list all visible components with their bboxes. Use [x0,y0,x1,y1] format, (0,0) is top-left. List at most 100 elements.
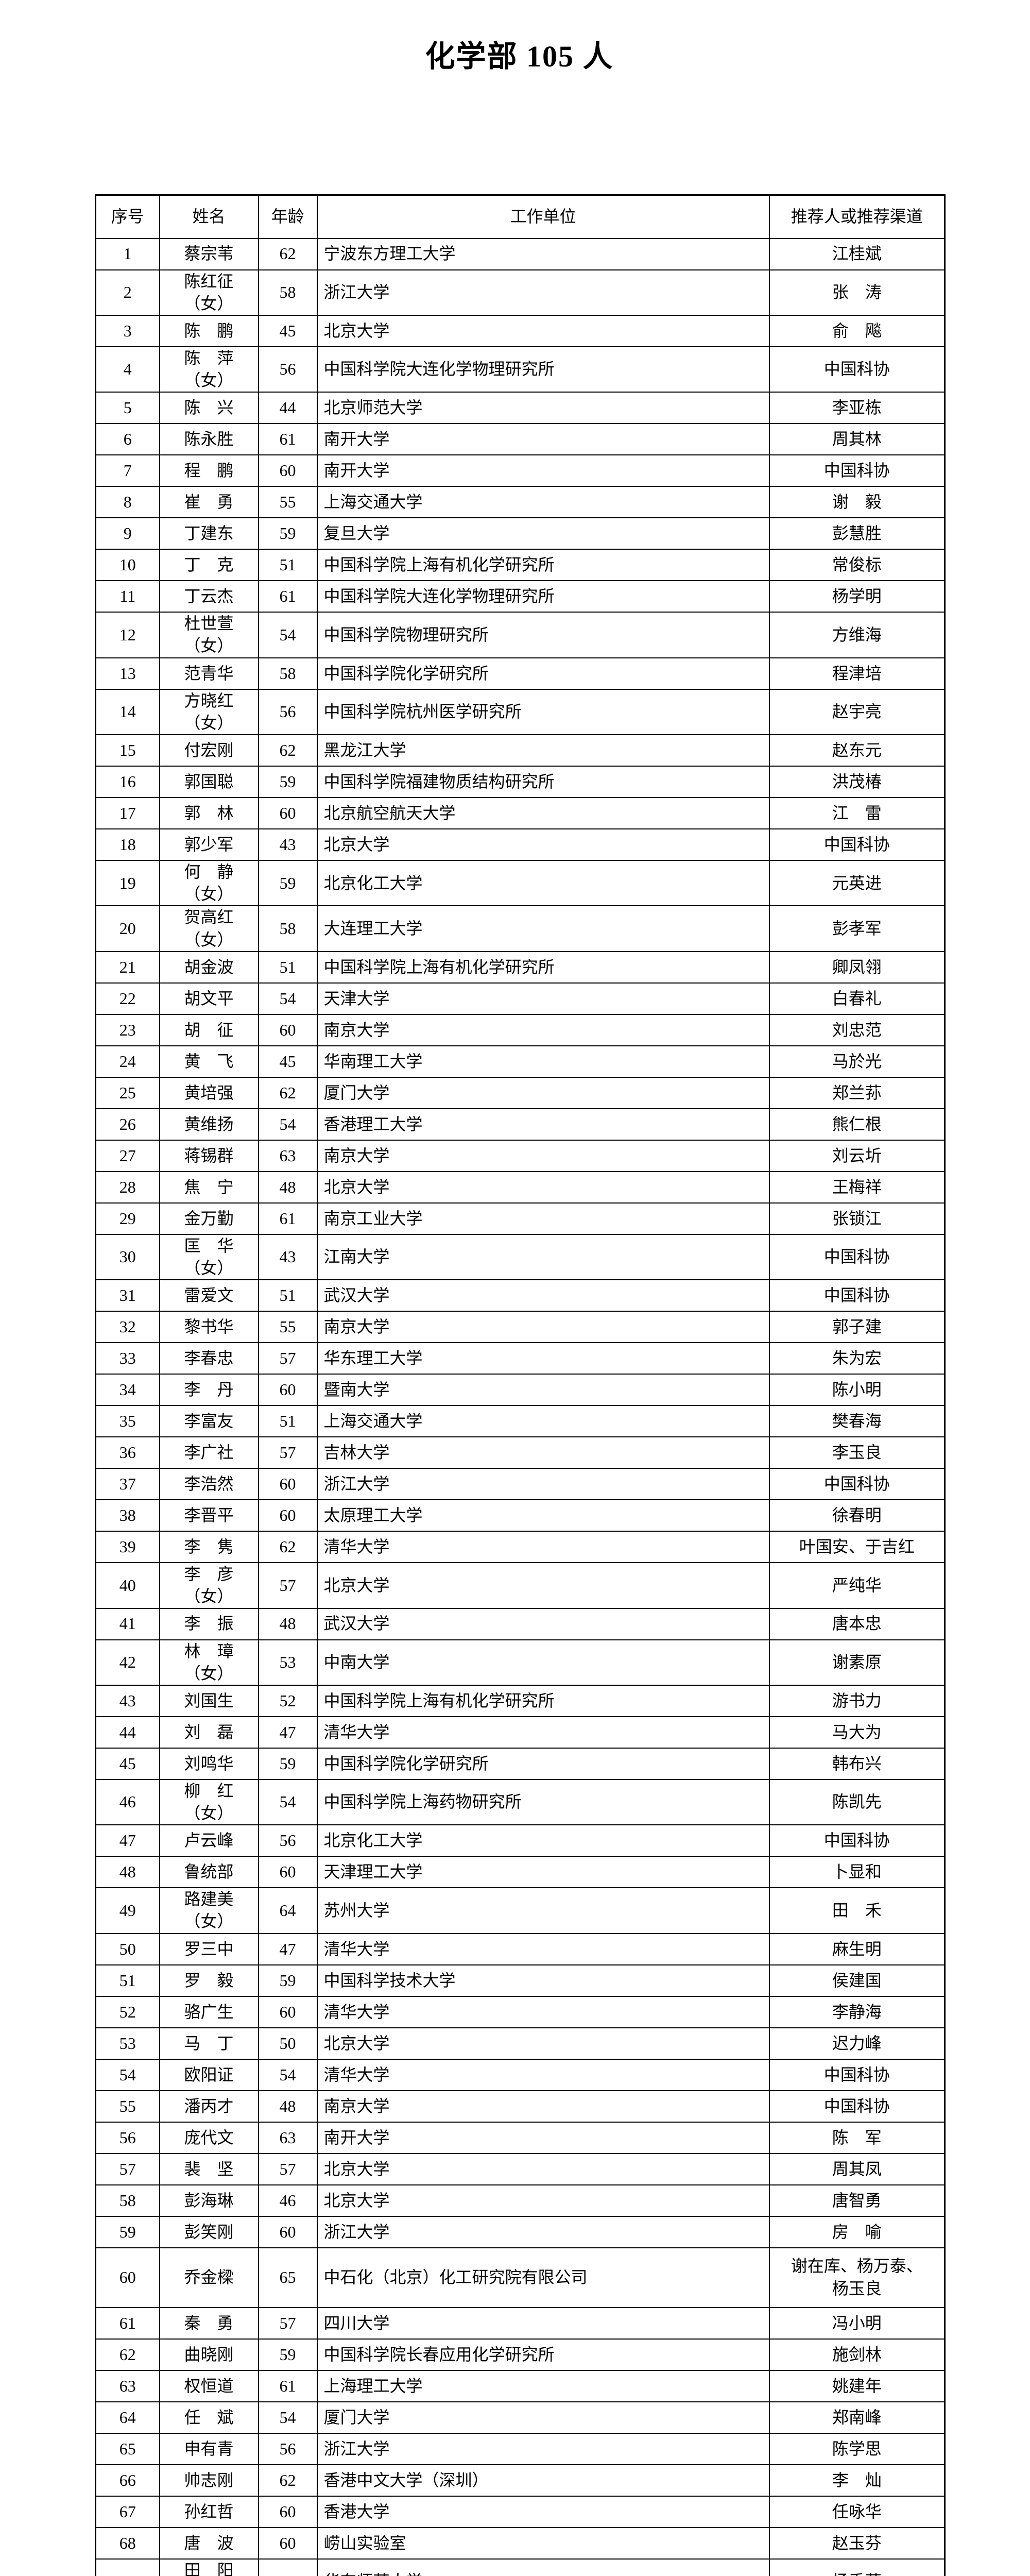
cell-no: 44 [95,1716,160,1749]
cell-recommender: 李亚栋 [768,392,946,425]
candidate-name: 匡 华 [184,1236,234,1255]
cell-name: 马 丁 [159,2027,259,2060]
cell-name: 骆广生 [159,1995,259,2028]
cell-name: 柳 红 （女） [159,1778,259,1826]
cell-unit: 浙江大学 [316,1468,770,1501]
candidate-name: 陈 萍 [184,348,234,367]
cell-unit: 清华大学 [316,1933,770,1965]
cell-no: 29 [95,1202,160,1235]
cell-unit: 中国科学院物理研究所 [316,612,770,658]
cell-age: 55 [258,486,318,519]
table-row: 41 李 振 48 武汉大学 唐本忠 [95,1607,946,1640]
cell-name: 黄 飞 [159,1045,259,1078]
table-row: 59 彭笑刚 60 浙江大学 房 喻 [95,2215,946,2248]
cell-age: 51 [258,1405,318,1438]
cell-unit: 中国科学院上海药物研究所 [316,1778,770,1826]
candidate-name: 李浩然 [184,1475,234,1494]
cell-recommender: 姚建年 [768,2369,946,2402]
table-row: 33 李春忠 57 华东理工大学 朱为宏 [95,1342,946,1375]
table-row: 8 崔 勇 55 上海交通大学 谢 毅 [95,486,946,519]
candidate-name: 刘 磊 [184,1722,234,1741]
cell-recommender: 彭慧胜 [768,517,946,550]
candidate-name: 黎书华 [184,1317,234,1336]
cell-unit: 北京化工大学 [316,859,770,907]
cell-no: 3 [95,314,160,347]
gender-note: （女） [184,371,234,390]
candidate-name: 陈 兴 [184,398,234,417]
cell-unit: 中国科学技术大学 [316,1964,770,1997]
cell-no: 8 [95,486,160,519]
candidate-name: 骆广生 [184,2002,234,2021]
cell-recommender: 施剑林 [768,2338,946,2371]
cell-unit: 上海理工大学 [316,2369,770,2402]
cell-recommender: 刘忠范 [768,1013,946,1046]
candidate-name: 陈 鹏 [184,321,234,340]
cell-name: 刘国生 [159,1684,259,1717]
table-row: 29 金万勤 61 南京工业大学 张锁江 [95,1202,946,1235]
cell-name: 黄培强 [159,1076,259,1109]
cell-name: 郭国聪 [159,766,259,798]
cell-recommender: 迟力峰 [768,2027,946,2060]
cell-no: 63 [95,2369,160,2402]
cell-name: 蒋锡群 [159,1139,259,1172]
cell-age: 45 [258,314,318,347]
table-row: 18 郭少军 43 北京大学 中国科协 [95,828,946,861]
cell-name: 李春忠 [159,1342,259,1375]
cell-age: 61 [258,2369,318,2402]
cell-age: 60 [258,2215,318,2248]
candidate-name: 任 斌 [184,2408,234,2427]
candidate-name: 丁 克 [184,555,234,574]
cell-no: 65 [95,2432,160,2465]
cell-recommender: 马於光 [768,1045,946,1078]
cell-unit: 中国科学院福建物质结构研究所 [316,766,770,798]
cell-age: 58 [258,905,318,952]
table-row: 34 李 丹 60 暨南大学 陈小明 [95,1374,946,1406]
candidate-name: 金万勤 [184,1209,234,1228]
cell-unit: 北京大学 [316,314,770,347]
cell-recommender: 卜显和 [768,1856,946,1889]
cell-recommender: 中国科协 [768,1824,946,1857]
cell-age: 54 [258,2058,318,2091]
cell-name: 胡 征 [159,1013,259,1046]
cell-name: 胡金波 [159,951,259,984]
candidate-name: 李 彦 [184,1565,234,1584]
cell-name: 李浩然 [159,1468,259,1501]
table-row: 7 程 鹏 60 南开大学 中国科协 [95,454,946,487]
cell-no: 19 [95,859,160,907]
cell-age: 56 [258,2558,318,2576]
candidate-name: 方晓红 [184,691,234,710]
cell-name: 丁建东 [159,517,259,550]
table-row: 39 李 隽 62 清华大学 叶国安、于吉红 [95,1531,946,1564]
candidate-name: 罗 毅 [184,1971,234,1990]
cell-no: 12 [95,612,160,658]
cell-recommender: 谢在库、杨万泰、杨玉良 [768,2247,946,2308]
cell-unit: 浙江大学 [316,2432,770,2465]
cell-no: 11 [95,580,160,613]
cell-name: 孙红哲 [159,2495,259,2528]
table-header-row: 序号 姓名 年龄 工作单位 推荐人或推荐渠道 [95,194,946,239]
candidate-name: 李 隽 [184,1537,234,1556]
cell-unit: 复旦大学 [316,517,770,550]
cell-name: 丁 克 [159,549,259,582]
header-name: 姓名 [159,194,259,239]
cell-age: 59 [258,517,318,550]
cell-name: 庞代文 [159,2121,259,2154]
cell-age: 58 [258,269,318,316]
candidate-name: 李 丹 [184,1380,234,1399]
cell-unit: 浙江大学 [316,2215,770,2248]
cell-recommender: 中国科协 [768,454,946,487]
table-row: 19 何 静 （女） 59 北京化工大学 元英进 [95,859,946,907]
candidate-name: 李晋平 [184,1506,234,1525]
cell-unit: 武汉大学 [316,1607,770,1640]
cell-recommender: 刘云圻 [768,1139,946,1172]
table-row: 27 蒋锡群 63 南京大学 刘云圻 [95,1139,946,1172]
cell-recommender: 杨学明 [768,580,946,613]
cell-unit: 华东理工大学 [316,1342,770,1375]
table-row: 25 黄培强 62 厦门大学 郑兰荪 [95,1076,946,1109]
cell-unit: 上海交通大学 [316,486,770,519]
cell-no: 30 [95,1233,160,1281]
cell-name: 李 振 [159,1607,259,1640]
cell-no: 38 [95,1499,160,1532]
cell-unit: 中国科学院长春应用化学研究所 [316,2338,770,2371]
gender-note: （女） [184,885,234,904]
